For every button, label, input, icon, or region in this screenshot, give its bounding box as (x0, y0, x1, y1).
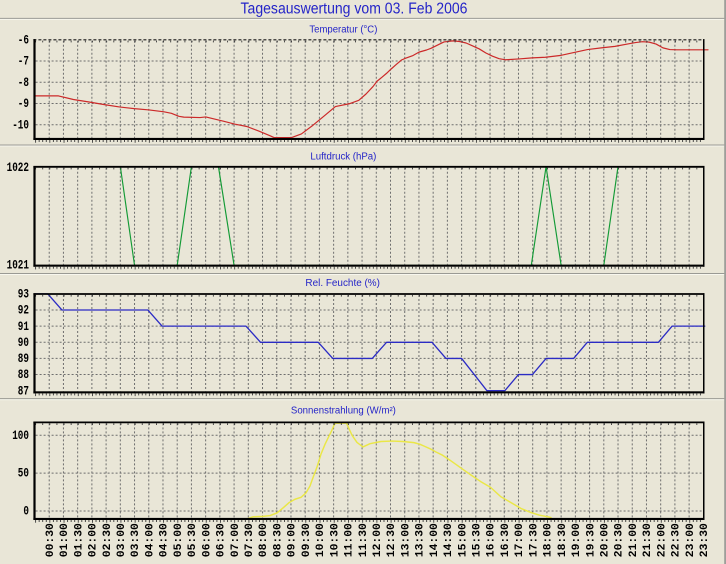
svg-text:06:30: 06:30 (216, 523, 228, 557)
svg-text:91: 91 (18, 320, 29, 334)
svg-text:02:00: 02:00 (88, 523, 100, 557)
svg-text:10:30: 10:30 (329, 523, 341, 557)
svg-text:08:30: 08:30 (272, 523, 284, 557)
svg-text:14:00: 14:00 (429, 523, 441, 557)
svg-text:05:30: 05:30 (187, 523, 199, 557)
svg-text:1022: 1022 (7, 161, 29, 175)
svg-text:Rel. Feuchte (%): Rel. Feuchte (%) (305, 278, 380, 289)
svg-text:15:30: 15:30 (472, 523, 484, 557)
svg-text:12:30: 12:30 (386, 523, 398, 557)
svg-text:16:00: 16:00 (486, 523, 498, 557)
svg-text:-10: -10 (12, 118, 29, 132)
svg-text:21:30: 21:30 (642, 523, 654, 557)
svg-text:15:00: 15:00 (457, 523, 469, 557)
svg-text:17:00: 17:00 (514, 523, 526, 557)
svg-text:20:30: 20:30 (614, 523, 626, 557)
svg-text:05:00: 05:00 (173, 523, 185, 557)
svg-text:18:30: 18:30 (557, 523, 569, 557)
svg-text:-9: -9 (18, 97, 29, 111)
svg-text:Tagesauswertung vom 03. Feb 20: Tagesauswertung vom 03. Feb 2006 (241, 0, 468, 17)
svg-text:13:30: 13:30 (415, 523, 427, 557)
svg-text:21:00: 21:00 (628, 523, 640, 557)
svg-text:08:00: 08:00 (258, 523, 270, 557)
svg-text:01:30: 01:30 (73, 523, 85, 557)
svg-text:19:00: 19:00 (571, 523, 583, 557)
svg-text:11:00: 11:00 (344, 523, 356, 557)
svg-text:92: 92 (18, 304, 29, 318)
svg-text:13:00: 13:00 (400, 523, 412, 557)
svg-text:-8: -8 (18, 76, 29, 90)
svg-text:50: 50 (18, 467, 29, 481)
svg-text:07:00: 07:00 (230, 523, 242, 557)
svg-text:03:30: 03:30 (130, 523, 142, 557)
svg-text:03:00: 03:00 (116, 523, 128, 557)
svg-text:09:30: 09:30 (301, 523, 313, 557)
svg-text:89: 89 (18, 352, 29, 366)
svg-text:23:00: 23:00 (685, 523, 697, 557)
svg-text:12:00: 12:00 (372, 523, 384, 557)
svg-text:-6: -6 (18, 33, 29, 47)
svg-text:17:30: 17:30 (528, 523, 540, 557)
svg-text:00:30: 00:30 (45, 523, 57, 557)
svg-text:22:00: 22:00 (656, 523, 668, 557)
svg-text:06:00: 06:00 (201, 523, 213, 557)
svg-text:01:00: 01:00 (59, 523, 71, 557)
svg-text:09:00: 09:00 (287, 523, 299, 557)
svg-text:11:30: 11:30 (358, 523, 370, 557)
svg-text:87: 87 (18, 384, 29, 398)
svg-text:20:00: 20:00 (600, 523, 612, 557)
svg-text:23:30: 23:30 (699, 523, 711, 557)
svg-text:100: 100 (12, 429, 29, 443)
svg-text:88: 88 (18, 368, 29, 382)
svg-text:04:00: 04:00 (144, 523, 156, 557)
svg-text:10:00: 10:00 (315, 523, 327, 557)
svg-text:90: 90 (18, 336, 29, 350)
svg-text:04:30: 04:30 (159, 523, 171, 557)
svg-text:Sonnenstrahlung (W/m²): Sonnenstrahlung (W/m²) (291, 406, 396, 417)
svg-text:-7: -7 (18, 55, 29, 69)
svg-text:18:00: 18:00 (543, 523, 555, 557)
svg-text:93: 93 (18, 288, 29, 302)
svg-text:07:30: 07:30 (244, 523, 256, 557)
svg-text:14:30: 14:30 (443, 523, 455, 557)
svg-text:16:30: 16:30 (500, 523, 512, 557)
svg-text:Luftdruck (hPa): Luftdruck (hPa) (310, 151, 376, 162)
svg-text:Temperatur (°C): Temperatur (°C) (309, 24, 377, 35)
svg-text:22:30: 22:30 (671, 523, 683, 557)
svg-text:02:30: 02:30 (102, 523, 114, 557)
svg-text:19:30: 19:30 (585, 523, 597, 557)
svg-text:0: 0 (23, 505, 29, 519)
svg-text:1021: 1021 (7, 259, 29, 273)
